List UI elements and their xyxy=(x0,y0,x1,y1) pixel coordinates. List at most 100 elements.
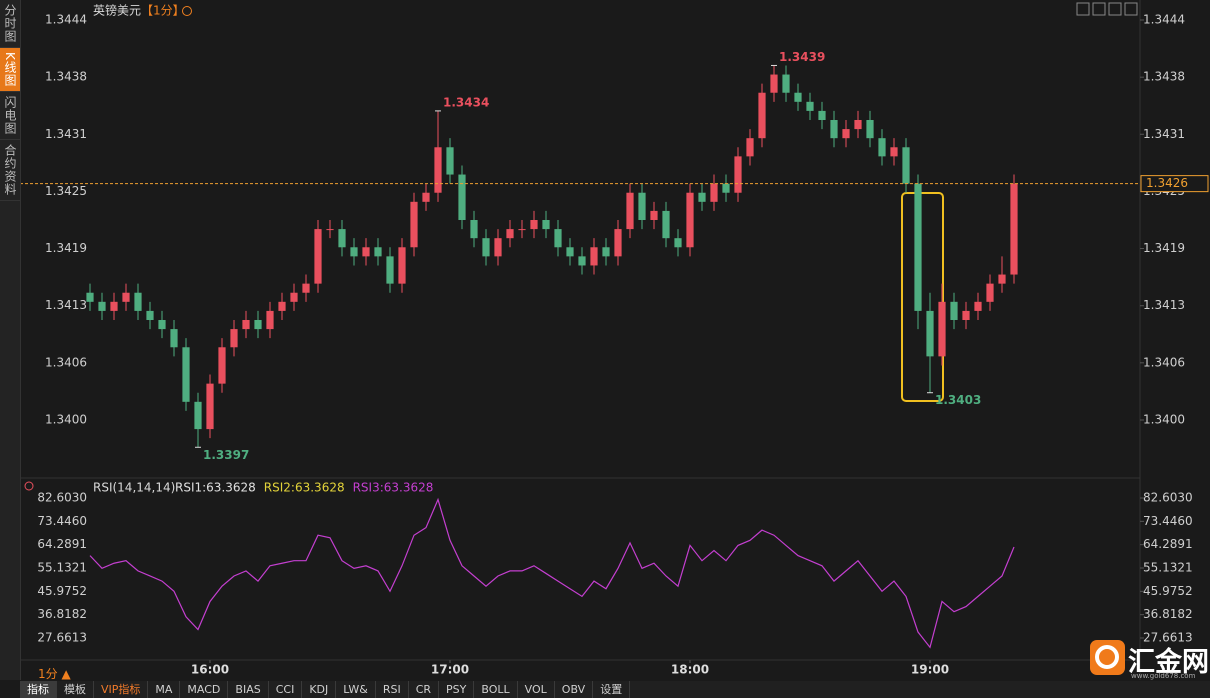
y-tick-label: 1.3406 xyxy=(45,355,87,369)
candle-body xyxy=(650,210,658,220)
toolbar-item[interactable]: 设置 xyxy=(593,681,631,698)
y-tick-label: 82.6030 xyxy=(37,491,87,505)
candle-body xyxy=(170,329,178,348)
x-tick-label: 19:00 xyxy=(911,663,949,677)
candle-body xyxy=(842,129,850,139)
toolbar-item[interactable]: CR xyxy=(409,681,440,698)
icon[interactable] xyxy=(1092,2,1106,16)
candle-body xyxy=(758,92,766,139)
extreme-label: 1.3439 xyxy=(779,50,825,64)
toolbar: 指标 模板 VIP指标 MA MACD BIAS CCI KDJ LW& RSI CR PSY BOLL… xyxy=(20,681,1210,698)
y-tick-label: 27.6613 xyxy=(37,631,87,645)
y-tick-label: 45.9752 xyxy=(37,584,87,598)
toolbar-item[interactable]: MACD xyxy=(180,681,229,698)
toolbar-item[interactable]: 模板 xyxy=(57,681,94,698)
toolbar-item[interactable]: CCI xyxy=(269,681,303,698)
sidebar-tab[interactable]: 闪电图 xyxy=(0,92,20,140)
y-tick-label: 64.2891 xyxy=(1143,537,1193,551)
toolbar-icons[interactable] xyxy=(1076,2,1138,16)
chart-period: 【1分】 xyxy=(141,4,185,18)
indicator-icon[interactable] xyxy=(24,481,34,491)
sidebar-tab[interactable]: 分时图 xyxy=(0,0,20,48)
candle-body xyxy=(98,301,106,311)
add-icon[interactable] xyxy=(182,6,192,16)
toolbar-item[interactable]: KDJ xyxy=(302,681,337,698)
toolbar-item[interactable]: BOLL xyxy=(474,681,518,698)
candle-body xyxy=(890,147,898,157)
candle-body xyxy=(554,229,562,248)
sidebar-tab[interactable]: 合约资料 xyxy=(0,140,20,201)
candle-body xyxy=(86,292,94,302)
toolbar-item[interactable]: LW& xyxy=(336,681,376,698)
y-tick-label: 1.3419 xyxy=(45,241,87,255)
toolbar-item[interactable]: RSI xyxy=(376,681,409,698)
candle-body xyxy=(338,229,346,248)
candle-body xyxy=(986,283,994,302)
candle-body xyxy=(134,292,142,311)
candle-body xyxy=(590,247,598,266)
toolbar-item[interactable]: OBV xyxy=(555,681,594,698)
icon[interactable] xyxy=(1108,2,1122,16)
candle-body xyxy=(602,247,610,257)
candle-body xyxy=(746,138,754,157)
candle-body xyxy=(218,347,226,384)
candle-body xyxy=(482,238,490,257)
y-tick-label: 64.2891 xyxy=(37,537,87,551)
candle-body xyxy=(878,138,886,157)
y-tick-label: 1.3406 xyxy=(1143,355,1185,369)
candle-body xyxy=(770,74,778,93)
candle-body xyxy=(290,292,298,302)
candle-body xyxy=(278,301,286,311)
candle-body xyxy=(914,183,922,311)
y-tick-label: 1.3431 xyxy=(45,127,87,141)
period-selector[interactable]: 1分 ▲ xyxy=(38,667,71,681)
candle-body xyxy=(146,310,154,320)
toolbar-item[interactable]: PSY xyxy=(439,681,475,698)
candle-body xyxy=(794,92,802,102)
candle-body xyxy=(854,120,862,130)
toolbar-item[interactable]: 指标 xyxy=(20,681,57,698)
y-tick-label: 55.1321 xyxy=(37,561,87,575)
legend-entry: RSI1:63.3628 xyxy=(175,481,256,495)
candle-body xyxy=(314,229,322,284)
extreme-label: 1.3434 xyxy=(443,95,489,109)
logo-icon xyxy=(1095,645,1119,669)
candle-body xyxy=(542,220,550,230)
candle-body xyxy=(410,201,418,248)
toolbar-item[interactable]: BIAS xyxy=(228,681,269,698)
icon[interactable] xyxy=(1076,2,1090,16)
x-tick-label: 17:00 xyxy=(431,663,469,677)
candle-body xyxy=(422,192,430,202)
y-tick-label: 1.3419 xyxy=(1143,241,1185,255)
y-tick-label: 1.3413 xyxy=(45,298,87,312)
toolbar-item[interactable]: VOL xyxy=(518,681,555,698)
last-price-box xyxy=(1140,175,1209,193)
candle-body xyxy=(182,347,190,402)
candle-body xyxy=(722,183,730,193)
candle-body xyxy=(350,247,358,257)
icon[interactable] xyxy=(1124,2,1138,16)
candle-body xyxy=(902,147,910,184)
last-price-label: 1.3426 xyxy=(1146,176,1188,190)
candle-body xyxy=(374,247,382,257)
toolbar-item[interactable]: MA xyxy=(148,681,181,698)
candle-body xyxy=(626,192,634,230)
x-tick-label: 16:00 xyxy=(191,663,229,677)
toolbar-item[interactable]: VIP指标 xyxy=(94,681,149,698)
rsi-title: RSI(14,14,14) xyxy=(93,481,175,495)
candle-body xyxy=(434,147,442,193)
candle-body xyxy=(614,229,622,257)
candle-body xyxy=(230,329,238,348)
y-tick-label: 36.8182 xyxy=(1143,607,1193,621)
candle-body xyxy=(734,156,742,193)
candle-body xyxy=(782,74,790,93)
candle-body xyxy=(806,101,814,111)
candle-body xyxy=(206,383,214,430)
candle-body xyxy=(122,292,130,302)
y-tick-label: 1.3438 xyxy=(45,70,87,84)
candle-body xyxy=(506,229,514,239)
logo-name: 汇金网 xyxy=(1128,647,1209,678)
candle-body xyxy=(530,220,538,230)
sidebar-tab[interactable]: K线图 xyxy=(0,48,20,92)
